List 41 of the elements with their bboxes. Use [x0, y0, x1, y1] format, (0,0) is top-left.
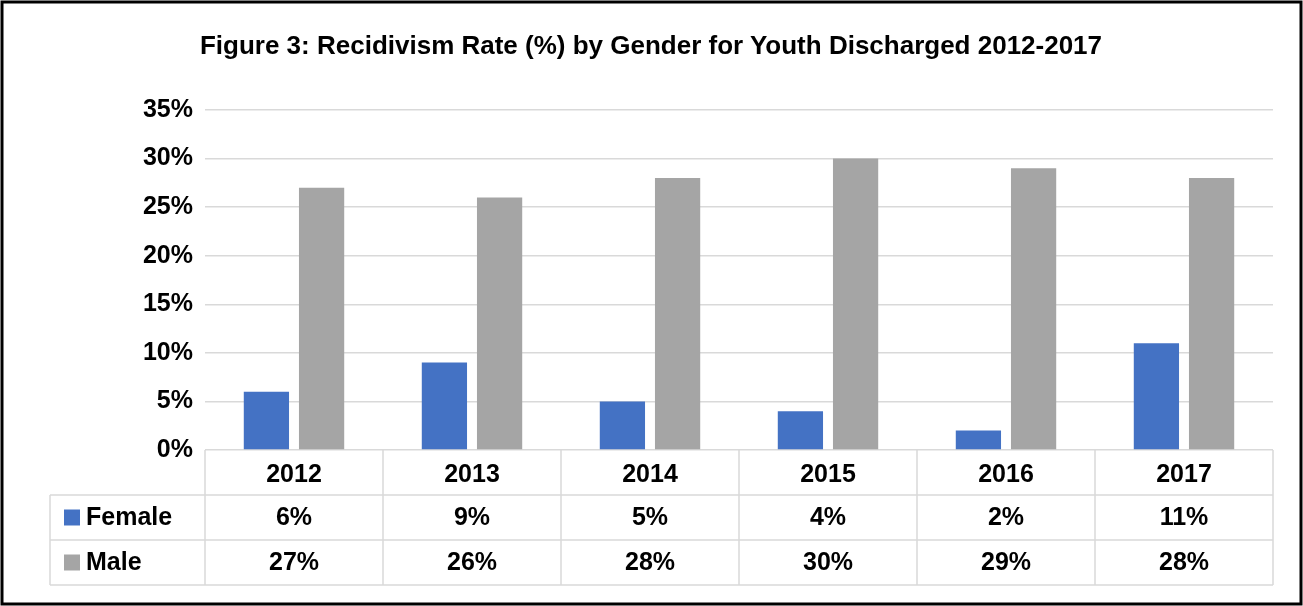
bar [599, 401, 646, 450]
bar [243, 391, 290, 450]
y-tick-label: 5% [156, 385, 193, 414]
data-label: 9% [453, 502, 491, 531]
x-tick-label: 2015 [800, 458, 856, 487]
bar [832, 158, 879, 450]
data-label: 2% [987, 502, 1025, 531]
x-tick-label: 2012 [266, 458, 322, 487]
y-tick-label: 35% [142, 93, 193, 122]
data-label: 26% [446, 547, 498, 576]
y-tick-label: 10% [142, 336, 193, 365]
legend-label: Female [86, 502, 173, 531]
chart-title: Figure 3: Recidivism Rate (%) by Gender for Youth Discharged 2012-2017 [199, 30, 1103, 61]
data-label: 28% [624, 547, 676, 576]
data-label: 6% [275, 502, 313, 531]
x-tick-label: 2017 [1156, 458, 1212, 487]
legend-label: Male [86, 547, 142, 576]
bar [1188, 178, 1235, 450]
data-label: 30% [802, 547, 854, 576]
bar [476, 197, 523, 450]
x-tick-label: 2016 [978, 458, 1034, 487]
y-tick-label: 30% [142, 142, 193, 171]
x-tick-label: 2014 [622, 458, 678, 487]
x-tick-label: 2013 [444, 458, 500, 487]
bar [955, 430, 1002, 450]
y-tick-label: 15% [142, 288, 193, 317]
bar [777, 411, 824, 450]
bar [1133, 343, 1180, 450]
data-label: 29% [980, 547, 1032, 576]
y-tick-label: 20% [142, 239, 193, 268]
data-label: 4% [809, 502, 847, 531]
data-label: 5% [631, 502, 669, 531]
bar [1010, 168, 1057, 450]
data-label: 27% [268, 547, 320, 576]
data-label: 11% [1159, 502, 1209, 531]
y-tick-label: 0% [156, 433, 193, 462]
y-tick-label: 25% [142, 191, 193, 220]
bar [654, 178, 701, 450]
bar [421, 362, 468, 450]
bar [298, 187, 345, 450]
data-label: 28% [1158, 547, 1210, 576]
